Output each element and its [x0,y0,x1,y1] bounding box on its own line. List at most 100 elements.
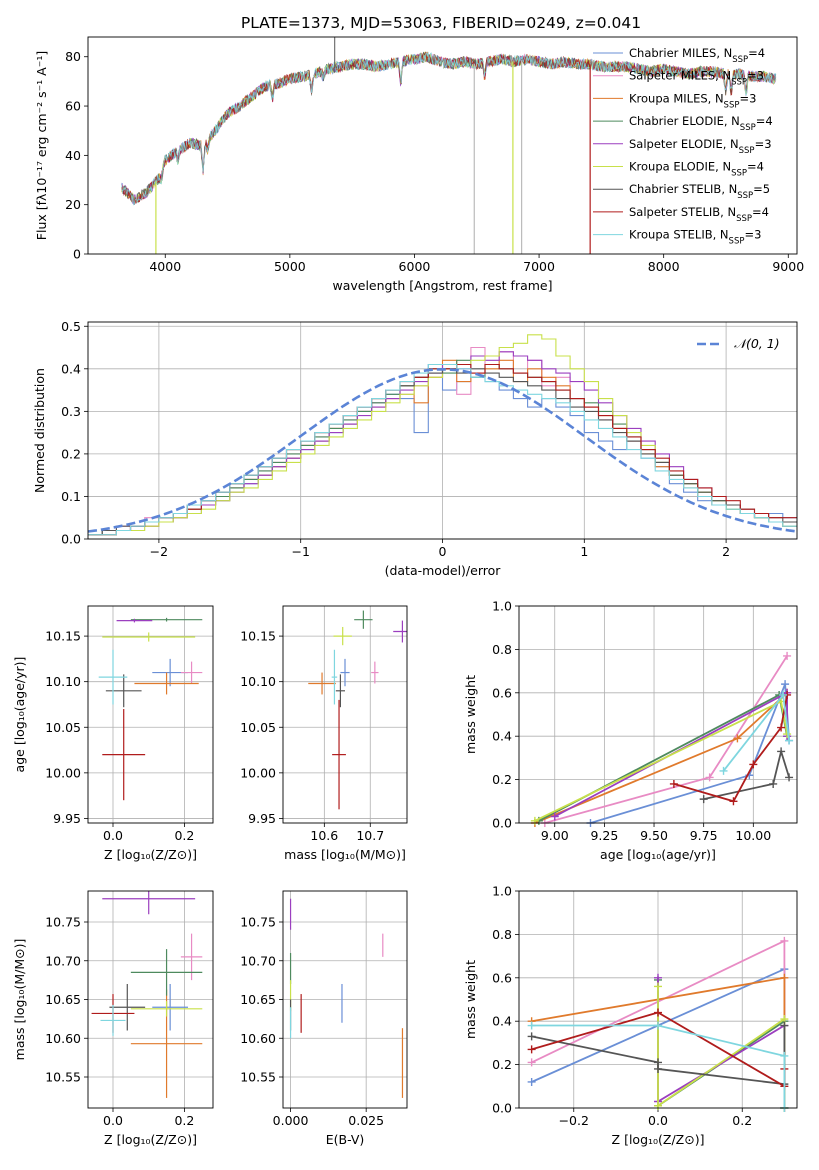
x-tick-label: 9.50 [640,828,668,843]
weight-marker [654,1021,662,1030]
legend-label: Kroupa ELODIE, NSSP=4 [629,160,764,179]
weight-marker [729,797,738,806]
plot-frame [518,605,798,824]
x-axis-label: Z [log₁₀(Z/Z⊙)] [104,1132,197,1147]
x-tick-label: 9000 [772,259,804,274]
y-tick-label: 10.70 [45,953,81,968]
x-tick-label: 0.000 [273,1113,309,1128]
legend-label: Chabrier ELODIE, NSSP=4 [629,114,773,133]
weight-marker [783,651,792,660]
y-tick-label: 0.2 [492,772,512,787]
y-axis-label: mass [log₁₀(M/M⊙)] [12,939,27,1061]
y-axis-label: Normed distribution [32,368,47,493]
weight-marker [780,936,789,945]
x-tick-label: 5000 [274,259,306,274]
y-tick-label: 0.0 [61,532,81,547]
y-tick-label: 10.55 [240,1070,276,1085]
x-tick-label: 10.00 [735,828,771,843]
x-tick-label: 0.0 [103,1113,123,1128]
plot-frame [518,890,798,1109]
y-tick-label: 10.60 [45,1031,81,1046]
y-axis-label: mass weight [463,675,478,754]
mass-vs-reddening-panel: 0.000 0.025 10.55 10.60 10.65 10.70 10.75 E(B-V… [240,890,408,1147]
weight-marker [780,1021,789,1030]
plot-frame [87,890,214,1109]
x-axis-label: age [log₁₀(age/yr)] [600,847,716,862]
weight-marker [779,690,788,699]
y-tick-label: 10.00 [240,765,276,780]
x-tick-label: 0.2 [174,1113,194,1128]
plot-frame [282,890,408,1109]
x-tick-label: 0.2 [174,828,194,843]
y-tick-label: 0.4 [61,361,81,376]
weight-marker [527,1045,536,1054]
y-tick-label: 10.55 [45,1070,81,1085]
x-axis-label: Z [log₁₀(Z/Z⊙)] [612,1132,705,1147]
y-axis-label: age [log₁₀(age/yr)] [12,657,27,773]
weight-marker [769,779,778,788]
x-axis-label: Z [log₁₀(Z/Z⊙)] [104,847,197,862]
y-tick-label: 20 [65,197,81,212]
y-tick-label: 60 [65,99,81,114]
weight-marker [527,1032,536,1041]
plot-frame [87,321,798,540]
mass-vs-metallicity-panel: 0.0 0.2 10.55 10.60 10.65 10.70 10.75 Z [log₁₀(… [12,890,214,1147]
y-tick-label: 0 [73,247,81,262]
legend-label: Chabrier STELIB, NSSP=5 [629,182,770,201]
weight-marker [780,1051,789,1060]
weight-marker [654,982,662,991]
y-tick-label: 10.00 [45,765,81,780]
y-tick-label: 10.05 [240,720,276,735]
weight-marker [699,795,708,804]
y-tick-label: 10.10 [45,674,81,689]
weight-marker [654,1101,662,1110]
y-tick-label: 10.10 [240,674,276,689]
x-tick-label: −2 [150,544,168,559]
weight-line [534,700,788,822]
legend-label: Kroupa STELIB, NSSP=3 [629,228,761,247]
x-tick-label: 9.00 [541,828,569,843]
x-tick-label: 4000 [149,259,181,274]
x-axis-label: wavelength [Angstrom, rest frame] [332,278,552,293]
x-tick-label: 0.025 [348,1113,384,1128]
y-axis-label: mass weight [463,960,478,1039]
weight-marker [654,1008,662,1017]
y-tick-label: 0.1 [61,489,81,504]
weight-line [531,1024,786,1108]
y-tick-label: 0.8 [492,927,512,942]
x-tick-label: 2 [722,544,730,559]
weight-marker [749,760,758,769]
y-tick-label: 0.6 [492,970,512,985]
y-tick-label: 0.4 [492,1014,512,1029]
figure-title: PLATE=1373, MJD=53063, FIBERID=0249, z=0… [241,14,641,32]
x-tick-label: 8000 [648,259,680,274]
x-axis-label: E(B-V) [326,1132,365,1147]
weight-vs-metallicity-panel: −0.2 0.0 0.2 0.0 0.2 0.4 0.6 0.8 1.0 Z [log₁₀(Z/Z… [463,884,798,1147]
weight-marker [719,766,728,775]
x-tick-label: 6000 [399,259,431,274]
residual-histogram-panel: −2 −1 0 1 2 0.0 0.1 0.2 0.3 0.4 0.5 (data-model)/er… [32,319,798,578]
y-tick-label: 0.8 [492,642,512,657]
y-tick-label: 0.2 [492,1057,512,1072]
histogram-step [88,363,797,536]
x-tick-label: 10.6 [310,828,338,843]
y-tick-label: 10.65 [240,992,276,1007]
weight-vs-age-panel: 9.00 9.25 9.50 9.75 10.00 0.0 0.2 0.4 0.6 0.8 1.0 a… [463,599,798,862]
weight-marker [527,1077,536,1086]
x-tick-label: 0.0 [103,828,123,843]
normal-curve [88,367,797,533]
y-tick-label: 0.0 [492,816,512,831]
y-tick-label: 10.05 [45,720,81,735]
y-tick-label: 10.15 [240,629,276,644]
spectrum-line [121,51,777,206]
age-vs-metallicity-panel: 0.0 0.2 9.95 10.00 10.05 10.10 10.15 Z [log₁₀(Z… [12,605,214,862]
legend-label: Salpeter STELIB, NSSP=4 [629,205,769,224]
weight-marker [733,734,742,743]
weight-marker [527,1021,536,1030]
weight-marker [785,773,794,782]
legend-label: 𝒩(0, 1) [734,336,780,351]
x-tick-label: 9.75 [690,828,718,843]
y-tick-label: 1.0 [492,599,512,614]
weight-marker [785,736,794,745]
